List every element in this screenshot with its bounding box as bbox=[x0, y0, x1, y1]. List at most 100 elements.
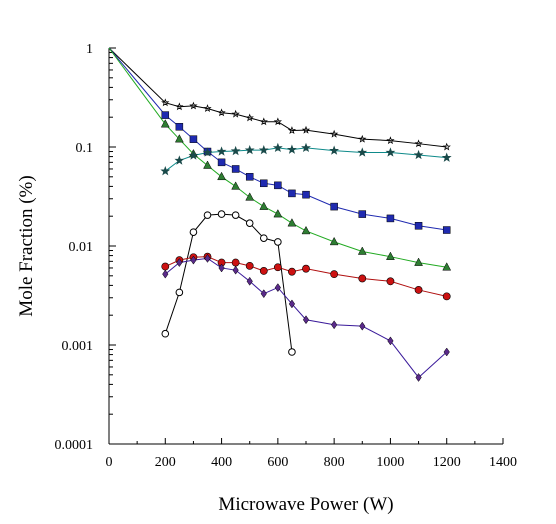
data-point bbox=[231, 258, 240, 267]
data-point bbox=[301, 142, 311, 153]
data-point bbox=[259, 234, 268, 242]
x-tick-label: 1400 bbox=[489, 455, 517, 470]
data-point bbox=[245, 113, 254, 122]
data-point bbox=[245, 173, 254, 181]
data-point bbox=[330, 129, 339, 138]
data-point bbox=[231, 109, 240, 118]
data-point bbox=[274, 181, 282, 190]
data-point bbox=[288, 189, 296, 198]
data-point bbox=[386, 277, 395, 286]
data-point bbox=[231, 211, 240, 219]
data-point bbox=[273, 117, 282, 126]
x-axis-title: Microwave Power (W) bbox=[218, 494, 393, 515]
data-point bbox=[203, 211, 212, 219]
x-tick-label: 0 bbox=[106, 455, 113, 470]
x-tick-label: 1200 bbox=[433, 455, 461, 470]
data-point bbox=[330, 202, 338, 211]
data-point bbox=[218, 263, 225, 273]
data-point bbox=[443, 347, 450, 357]
data-point bbox=[414, 139, 423, 148]
data-point bbox=[301, 125, 311, 134]
data-point bbox=[217, 210, 226, 218]
data-point bbox=[174, 155, 185, 165]
data-point bbox=[386, 251, 395, 260]
x-tick-label: 400 bbox=[211, 455, 232, 470]
data-point bbox=[161, 329, 170, 338]
data-point bbox=[386, 136, 395, 145]
data-point bbox=[259, 201, 269, 210]
data-point bbox=[414, 286, 423, 294]
plot-area bbox=[108, 48, 503, 445]
data-point bbox=[231, 165, 240, 173]
data-point bbox=[302, 264, 310, 273]
y-tick-label: 0.001 bbox=[62, 339, 94, 354]
data-point bbox=[441, 152, 452, 162]
x-tick-label: 200 bbox=[155, 455, 176, 470]
data-point bbox=[259, 117, 268, 126]
data-point bbox=[161, 262, 170, 271]
y-tick-label: 0.1 bbox=[76, 141, 94, 156]
series-line-6 bbox=[165, 256, 447, 297]
data-point bbox=[258, 144, 269, 155]
data-point bbox=[274, 283, 281, 293]
data-point bbox=[232, 265, 239, 275]
data-point bbox=[245, 192, 255, 201]
data-point bbox=[358, 210, 367, 218]
data-point bbox=[160, 166, 171, 176]
data-point bbox=[204, 253, 211, 263]
data-point bbox=[175, 123, 184, 131]
data-point bbox=[288, 348, 296, 356]
data-point bbox=[329, 145, 340, 155]
data-point bbox=[259, 267, 268, 275]
series-line-7 bbox=[164, 257, 448, 379]
data-point bbox=[260, 179, 268, 188]
series-line-2 bbox=[108, 47, 447, 231]
data-point bbox=[442, 292, 451, 301]
data-point bbox=[175, 288, 184, 297]
series-markers bbox=[160, 98, 452, 382]
data-point bbox=[274, 238, 282, 246]
data-point bbox=[288, 267, 296, 276]
data-point bbox=[246, 276, 253, 286]
data-point bbox=[357, 147, 368, 157]
data-point bbox=[203, 160, 212, 169]
data-point bbox=[330, 270, 339, 279]
data-point bbox=[414, 257, 423, 266]
data-point bbox=[273, 209, 283, 218]
x-tick-label: 800 bbox=[324, 455, 345, 470]
data-point bbox=[287, 218, 297, 227]
y-axis-title: Mole Fraction (%) bbox=[16, 175, 37, 316]
data-point bbox=[203, 104, 212, 112]
data-point bbox=[217, 158, 226, 167]
data-point bbox=[287, 144, 297, 154]
data-point bbox=[245, 219, 254, 227]
data-point bbox=[161, 111, 170, 119]
data-point bbox=[231, 181, 241, 190]
data-point bbox=[161, 98, 170, 107]
data-point bbox=[188, 150, 199, 160]
data-point bbox=[189, 101, 198, 110]
data-point bbox=[358, 134, 367, 143]
data-point bbox=[413, 149, 424, 160]
data-point bbox=[302, 315, 310, 325]
data-point bbox=[288, 299, 296, 309]
series-line-4 bbox=[164, 147, 447, 172]
data-point bbox=[176, 258, 183, 268]
data-point bbox=[190, 255, 197, 265]
data-point bbox=[442, 262, 452, 271]
y-tick-label: 1 bbox=[86, 42, 93, 57]
data-point bbox=[217, 108, 226, 117]
y-tick-label: 0.0001 bbox=[55, 438, 94, 453]
data-point bbox=[216, 146, 227, 156]
data-point bbox=[175, 102, 184, 111]
x-tick-label: 600 bbox=[267, 455, 288, 470]
data-point bbox=[273, 263, 282, 272]
data-point bbox=[174, 134, 184, 143]
data-point bbox=[287, 126, 297, 134]
data-point bbox=[358, 274, 367, 283]
data-point bbox=[189, 135, 198, 143]
data-point bbox=[329, 236, 339, 246]
x-tick-label: 1000 bbox=[376, 455, 404, 470]
series-line-5 bbox=[164, 213, 293, 353]
